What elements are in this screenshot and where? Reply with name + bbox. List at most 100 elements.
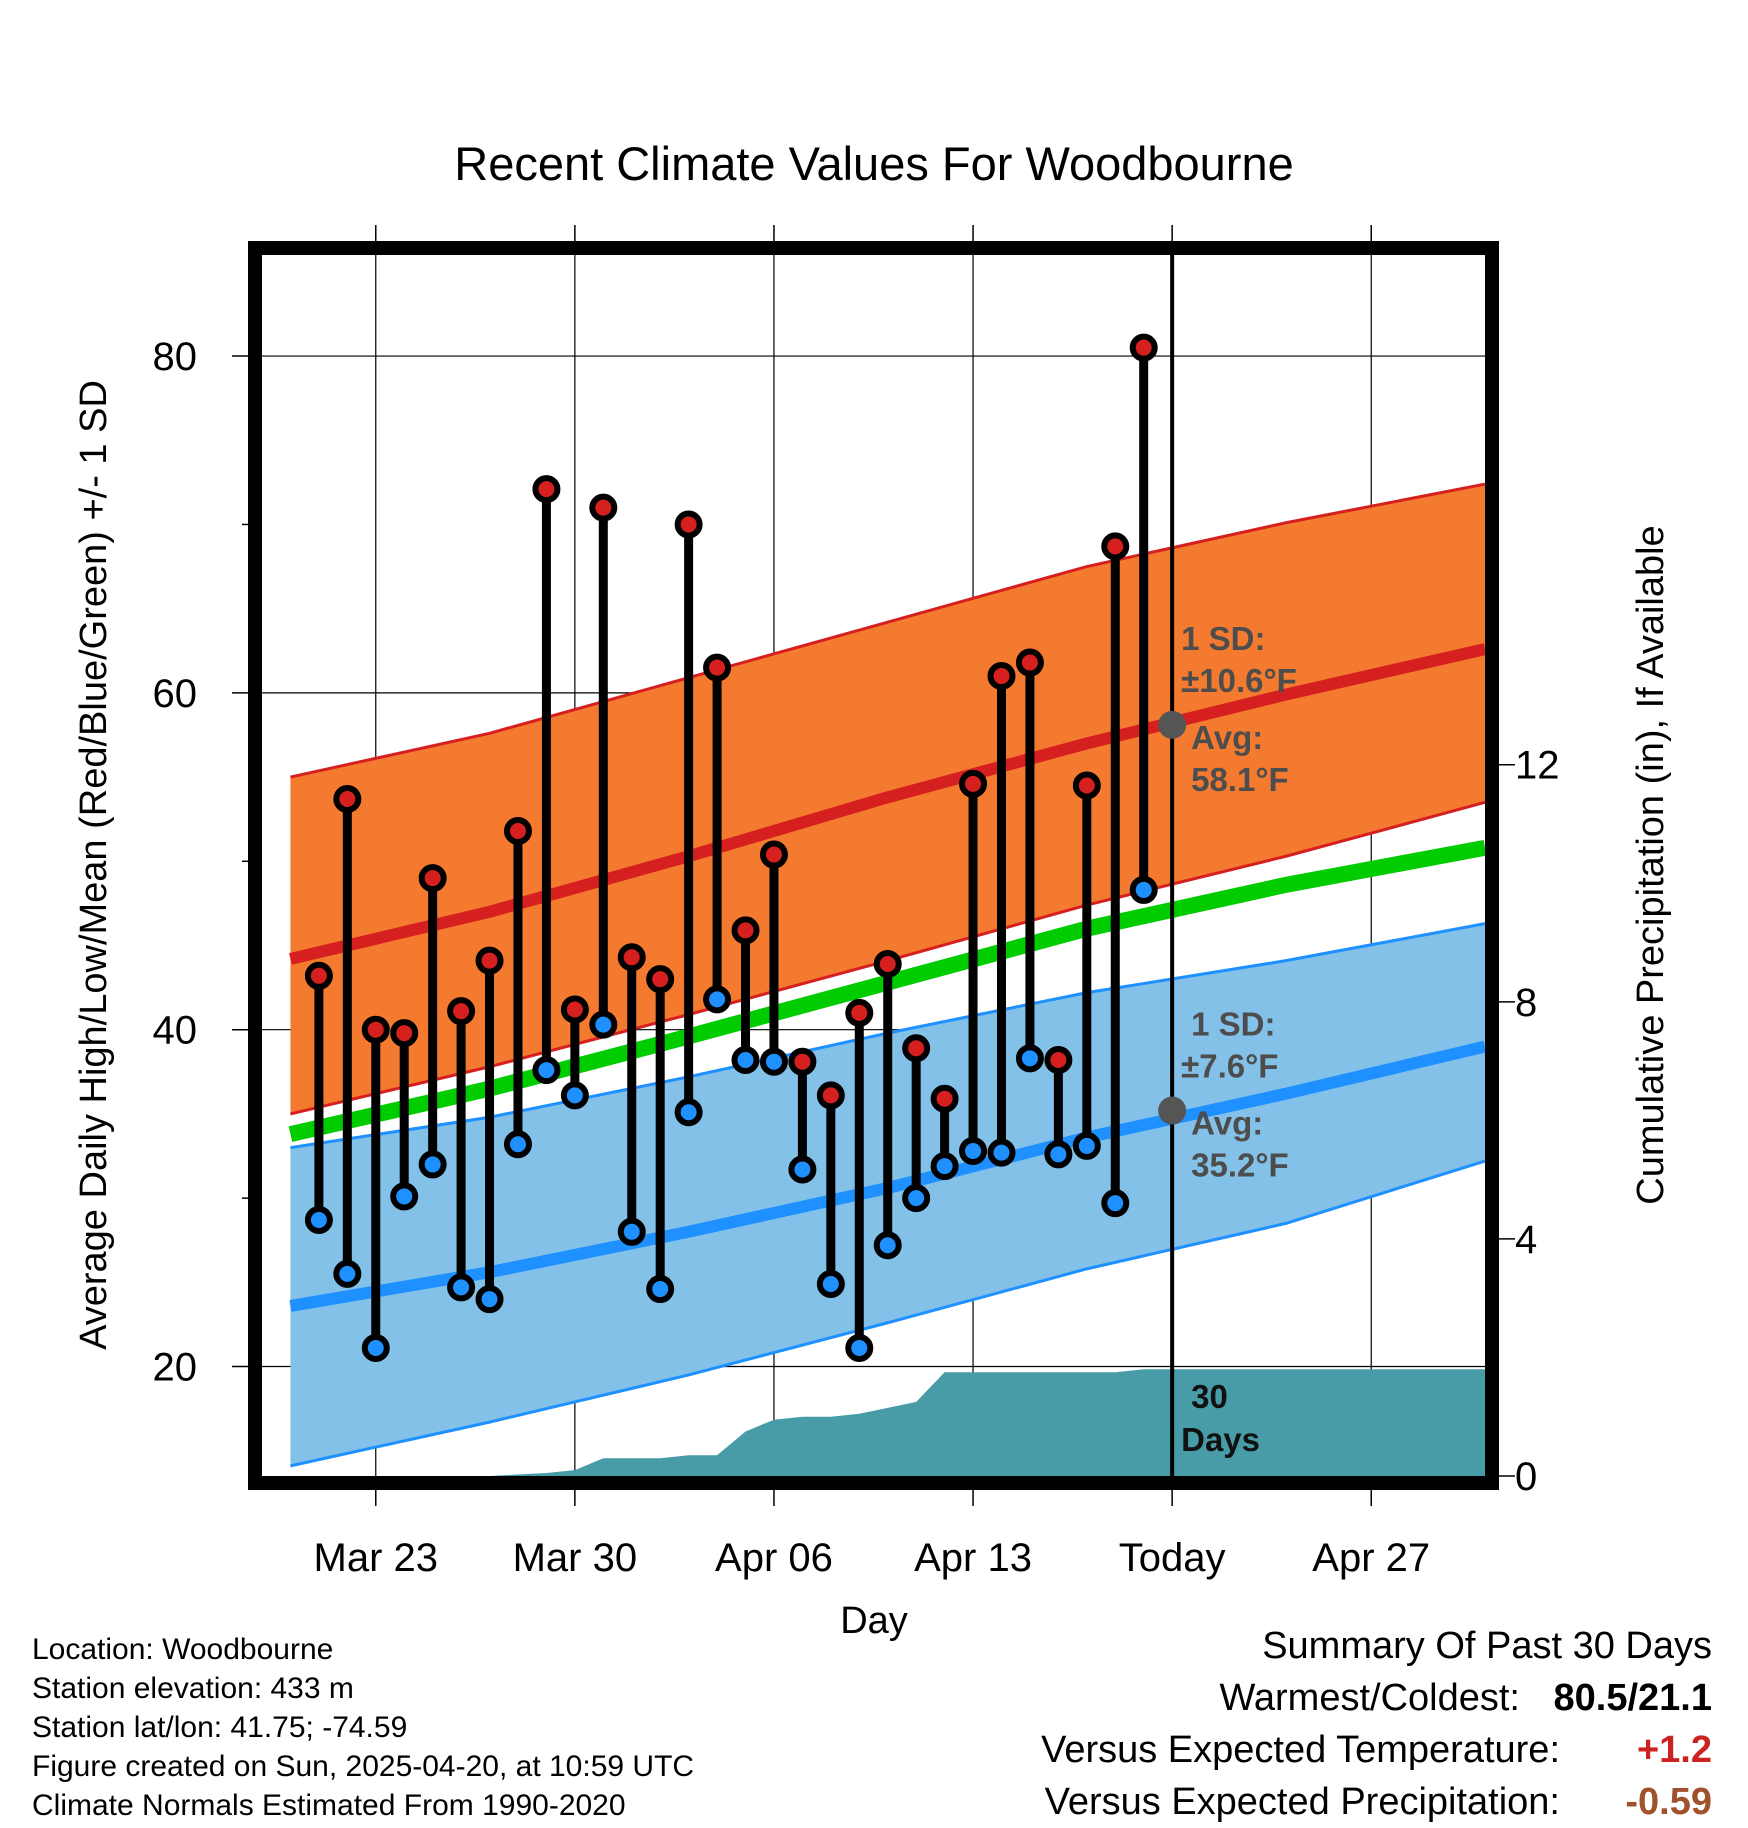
obs-high-point [390,1019,419,1048]
obs-low-point [1044,1140,1073,1169]
obs-low-point [560,1081,589,1110]
y2-tick-label: 0 [1515,1455,1537,1499]
obs-high-point [560,995,589,1024]
plot-frame [248,241,1499,1490]
obs-low-point [816,1270,845,1299]
obs-high-point [759,840,788,869]
low-sd-label: 1 SD: [1191,1006,1275,1043]
obs-high-point [731,916,760,945]
summary-title: Summary Of Past 30 Days [1262,1625,1712,1667]
warm-cold-value: 80.5/21.1 [1553,1677,1712,1719]
obs-high-point [1101,532,1130,561]
obs-high-point [873,950,902,979]
info-latlon: Station lat/lon: 41.75; -74.59 [32,1711,408,1744]
obs-low-point [674,1098,703,1127]
y-tick-label: 80 [153,335,198,379]
axes: Mar 23 Mar 30 Apr 06 Apr 13 Today Apr 2720406… [153,225,1560,1580]
obs-low-point [418,1150,447,1179]
info-normals: Climate Normals Estimated From 1990-2020 [32,1789,626,1822]
precip-label: Versus Expected Precipitation: [1044,1781,1560,1823]
obs-high-point [361,1015,390,1044]
obs-high-point [646,965,675,994]
obs-high-point [1072,771,1101,800]
low-avg-label: Avg: [1191,1105,1263,1142]
summary-temp: Versus Expected Temperature: +1.2 [1041,1724,1712,1776]
obs-high-point [845,998,874,1027]
low-sd-band-lower-edge [290,1159,1486,1468]
days-label-text: Days [1181,1421,1260,1458]
x-tick-label: Mar 23 [314,1536,439,1580]
obs-high-point [418,864,447,893]
obs-low-point [1101,1189,1130,1218]
obs-low-point [987,1138,1016,1167]
obs-high-point [902,1034,931,1063]
obs-low-point [617,1217,646,1246]
obs-low-point [304,1206,333,1235]
warm-cold-label: Warmest/Coldest: [1219,1677,1520,1719]
y2-axis-label: Cumulative Precipitation (in), If Availa… [1630,525,1672,1204]
obs-low-point [930,1152,959,1181]
precip-series [262,1369,1485,1476]
obs-high-point [447,997,476,1026]
low-avg-value: 35.2°F [1191,1147,1289,1184]
obs-high-point [617,943,646,972]
obs-high-point [703,653,732,682]
y2-tick-label: 8 [1515,981,1537,1025]
high-sd-band-upper-edge [290,482,1486,779]
obs-low-point [902,1184,931,1213]
y2-tick-label: 12 [1515,744,1560,788]
station-info: Location: Woodbourne Station elevation: … [32,1630,694,1825]
obs-low-point [503,1130,532,1159]
low-sd-value: ±7.6°F [1181,1048,1278,1085]
x-tick-label: Mar 30 [513,1536,638,1580]
y-tick-label: 60 [153,672,198,716]
obs-high-point [532,475,561,504]
y-axis-label: Average Daily High/Low/Mean (Red/Blue/Gr… [73,380,115,1350]
temp-label: Versus Expected Temperature: [1041,1729,1560,1771]
obs-low-point [646,1275,675,1304]
summary-warm-cold: Warmest/Coldest: 80.5/21.1 [1041,1672,1712,1724]
observed-series [304,333,1158,1363]
obs-high-point [475,946,504,975]
obs-high-point [987,662,1016,691]
x-tick-label: Apr 27 [1312,1536,1430,1580]
obs-high-point [816,1081,845,1110]
x-axis-label: Day [840,1600,908,1642]
obs-low-point [1015,1044,1044,1073]
obs-low-point [447,1273,476,1302]
x-tick-label: Apr 13 [914,1536,1032,1580]
info-location: Location: Woodbourne [32,1633,334,1666]
obs-low-point [959,1136,988,1165]
obs-low-point [333,1259,362,1288]
temp-value: +1.2 [1636,1729,1712,1771]
high-sd-value: ±10.6°F [1181,662,1297,699]
obs-low-point [731,1046,760,1075]
obs-low-point [788,1155,817,1184]
obs-low-point [475,1285,504,1314]
obs-high-point [674,510,703,539]
summary-panel: Summary Of Past 30 Days Warmest/Coldest:… [1041,1620,1712,1828]
obs-high-point [304,961,333,990]
high-normal-line [289,643,1487,965]
obs-low-point [532,1056,561,1085]
y2-tick-label: 4 [1515,1218,1537,1262]
obs-high-point [1129,333,1158,362]
x-tick-label: Today [1119,1536,1226,1580]
obs-low-point [873,1231,902,1260]
today-avg-low-dot [1158,1096,1187,1125]
high-avg-value: 58.1°F [1191,761,1289,798]
info-created: Figure created on Sun, 2025-04-20, at 10… [32,1750,695,1783]
y-tick-label: 40 [153,1009,198,1053]
x-tick-label: Apr 06 [715,1536,833,1580]
obs-high-point [959,769,988,798]
obs-high-point [1044,1046,1073,1075]
info-elevation: Station elevation: 433 m [32,1672,354,1705]
obs-low-point [361,1334,390,1363]
high-avg-label: Avg: [1191,719,1263,756]
obs-high-point [1015,648,1044,677]
precip-value: -0.59 [1625,1781,1712,1823]
obs-low-point [1072,1131,1101,1160]
obs-low-point [589,1010,618,1039]
obs-low-point [759,1047,788,1076]
